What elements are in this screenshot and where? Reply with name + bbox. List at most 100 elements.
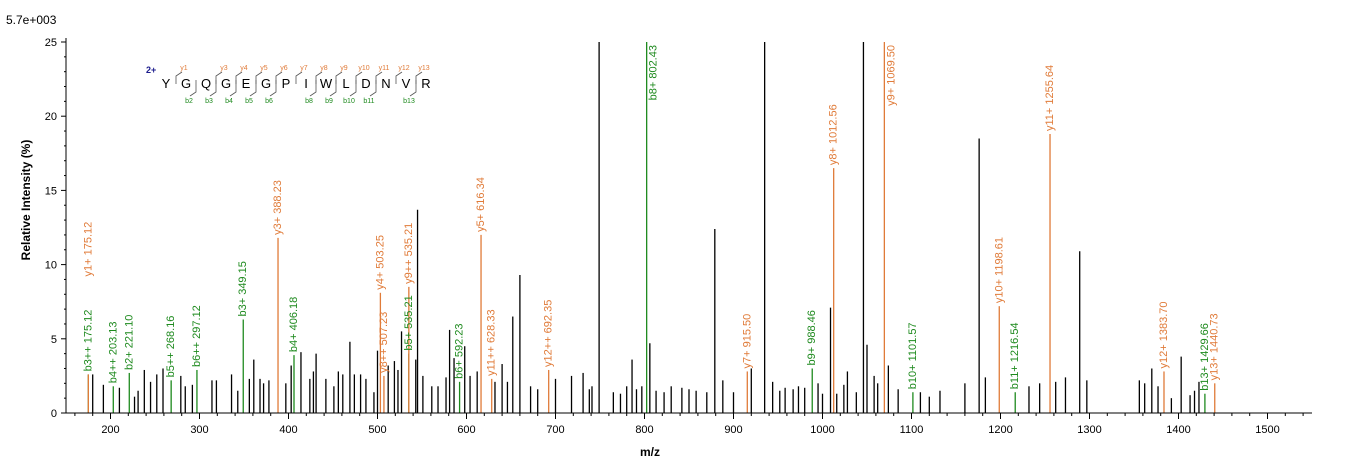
b-ion-bracket [409, 80, 417, 97]
y-ion-label: y9+ 1069.50 [885, 45, 897, 106]
b-ion-label: b8+ 802.43 [648, 45, 660, 100]
y-ion-label: y4+ 503.25 [374, 235, 386, 290]
y-tick-label: 10 [45, 260, 57, 272]
y-ion-marker: y4 [240, 65, 248, 72]
y-ion-marker: y1 [180, 65, 188, 72]
y-ion-bracket [395, 71, 403, 84]
y-ion-bracket [235, 71, 243, 84]
y-ion-marker: y5 [260, 65, 268, 72]
y-tick-label: 25 [45, 37, 57, 49]
b-ion-label: b2+ 221.10 [123, 315, 135, 370]
x-axis-title: m/z [640, 445, 660, 459]
y-ion-label: y5+ 616.34 [475, 177, 487, 232]
b-ion-marker: b3 [205, 98, 213, 105]
y-ion-bracket [215, 71, 223, 84]
b-ion-bracket [369, 80, 377, 97]
x-tick-label: 400 [279, 424, 297, 436]
y-ion-marker: y9 [340, 65, 348, 72]
y-ion-marker: y13 [418, 65, 429, 72]
b-ion-label: b6+ 592.23 [454, 323, 466, 378]
b-ion-marker: b6 [265, 98, 273, 105]
x-tick-label: 500 [368, 424, 386, 436]
y-ion-label: y7+ 915.50 [741, 314, 753, 369]
y-ion-marker: y8 [320, 65, 328, 72]
x-tick-label: 600 [457, 424, 475, 436]
sequence-residue: G [221, 76, 231, 91]
x-tick-label: 1000 [810, 424, 834, 436]
sequence-residue: V [402, 76, 411, 91]
y-tick-label: 5 [51, 334, 57, 346]
intensity-scale-label: 5.7e+003 [6, 13, 57, 27]
y-ion-bracket [415, 71, 423, 84]
y-ion-label: y13+ 1440.73 [1209, 313, 1221, 380]
y-ion-label: y8++ 507.23 [378, 312, 390, 373]
x-tick-label: 700 [546, 424, 564, 436]
x-tick-label: 800 [635, 424, 653, 436]
peaks [87, 42, 1216, 413]
sequence-residue: G [261, 76, 271, 91]
y-ion-label: y11+ 1255.64 [1044, 65, 1056, 131]
b-ion-marker: b5 [245, 98, 253, 105]
sequence-residue: D [361, 76, 370, 91]
x-tick-label: 1200 [988, 424, 1012, 436]
y-ion-bracket [295, 71, 303, 84]
b-ion-marker: b9 [325, 98, 333, 105]
y-tick-label: 20 [45, 111, 57, 123]
x-tick-label: 200 [101, 424, 119, 436]
b-ion-marker: b11 [363, 98, 374, 105]
b-ion-label: b3+ 349.15 [237, 261, 249, 316]
y-ion-label: y9++ 535.21 [403, 223, 415, 284]
y-ion-marker: y12 [398, 65, 409, 72]
b-ion-bracket [249, 80, 257, 97]
b-ion-bracket [309, 80, 317, 97]
y-ion-label: y3+ 388.23 [272, 180, 284, 235]
x-tick-label: 900 [724, 424, 742, 436]
y-ion-bracket [315, 71, 323, 84]
b-ion-label: b4+ 406.18 [288, 297, 300, 352]
x-tick-label: 1300 [1077, 424, 1101, 436]
peak-labels: b3++ 175.12 y1+ 175.12 b4++ 203.13 b2+ 221.… [82, 45, 1220, 391]
b-ion-marker: b2 [185, 98, 193, 105]
sequence-residue: W [320, 76, 333, 91]
b-ion-label: b4++ 203.13 [107, 321, 119, 383]
sequence-residue: P [282, 76, 291, 91]
y-ion-bracket [255, 71, 263, 84]
b-ion-label: b5++ 268.16 [165, 316, 177, 378]
y-ion-label: y12+ 1383.70 [1158, 301, 1170, 368]
x-tick-label: 1400 [1166, 424, 1190, 436]
b-ion-marker: b4 [225, 98, 233, 105]
b-ion-marker: b8 [305, 98, 313, 105]
b-ion-label: b13+ 1429.66 [1199, 323, 1211, 391]
charge-state-label: 2+ [146, 65, 156, 75]
y-ion-bracket [175, 71, 183, 84]
b-ion-label: b10+ 1101.57 [907, 322, 919, 389]
y-ion-marker: y3 [220, 65, 228, 72]
sequence-residue: R [421, 76, 430, 91]
y-ion-marker: y11 [379, 65, 390, 72]
y-ion-bracket [355, 71, 363, 84]
sequence-residue: N [381, 76, 390, 91]
y-axis-title: Relative Intensity (%) [19, 140, 33, 261]
b-ion-bracket [349, 80, 357, 97]
sequence-residue: G [181, 76, 191, 91]
sequence-residue: E [242, 76, 251, 91]
y-ion-label: y1+ 175.12 [82, 222, 94, 277]
b-ion-label: b9+ 988.46 [806, 310, 818, 365]
y-ion-label: y10+ 1198.61 [993, 237, 1005, 303]
y-ion-marker: y10 [358, 65, 369, 72]
b-ion-label: b11+ 1216.54 [1009, 322, 1021, 389]
y-ion-label: y11++ 628.33 [486, 309, 498, 375]
b-ion-label: b3++ 175.12 [82, 310, 94, 372]
b-ion-label: b5+ 535.21 [403, 295, 415, 350]
b-ion-marker: b10 [343, 98, 355, 105]
x-tick-label: 1500 [1255, 424, 1279, 436]
y-ion-marker: y6 [280, 65, 288, 72]
y-ion-label: y12++ 692.35 [543, 300, 555, 367]
b-ion-label: b6++ 297.12 [191, 305, 203, 367]
peptide-sequence-diagram: 2+Y G Q G E G P I W L D N V Rb2 b3 b4 b5 b6 b8 b9 b10 b11 b13y… [146, 65, 431, 105]
sequence-residue: I [304, 76, 308, 91]
axes: 200 300 400 500 600 700 800 900 1000 1100 1200 1300… [45, 37, 1312, 436]
sequence-residue: L [342, 76, 349, 91]
y-ion-bracket [275, 71, 283, 84]
